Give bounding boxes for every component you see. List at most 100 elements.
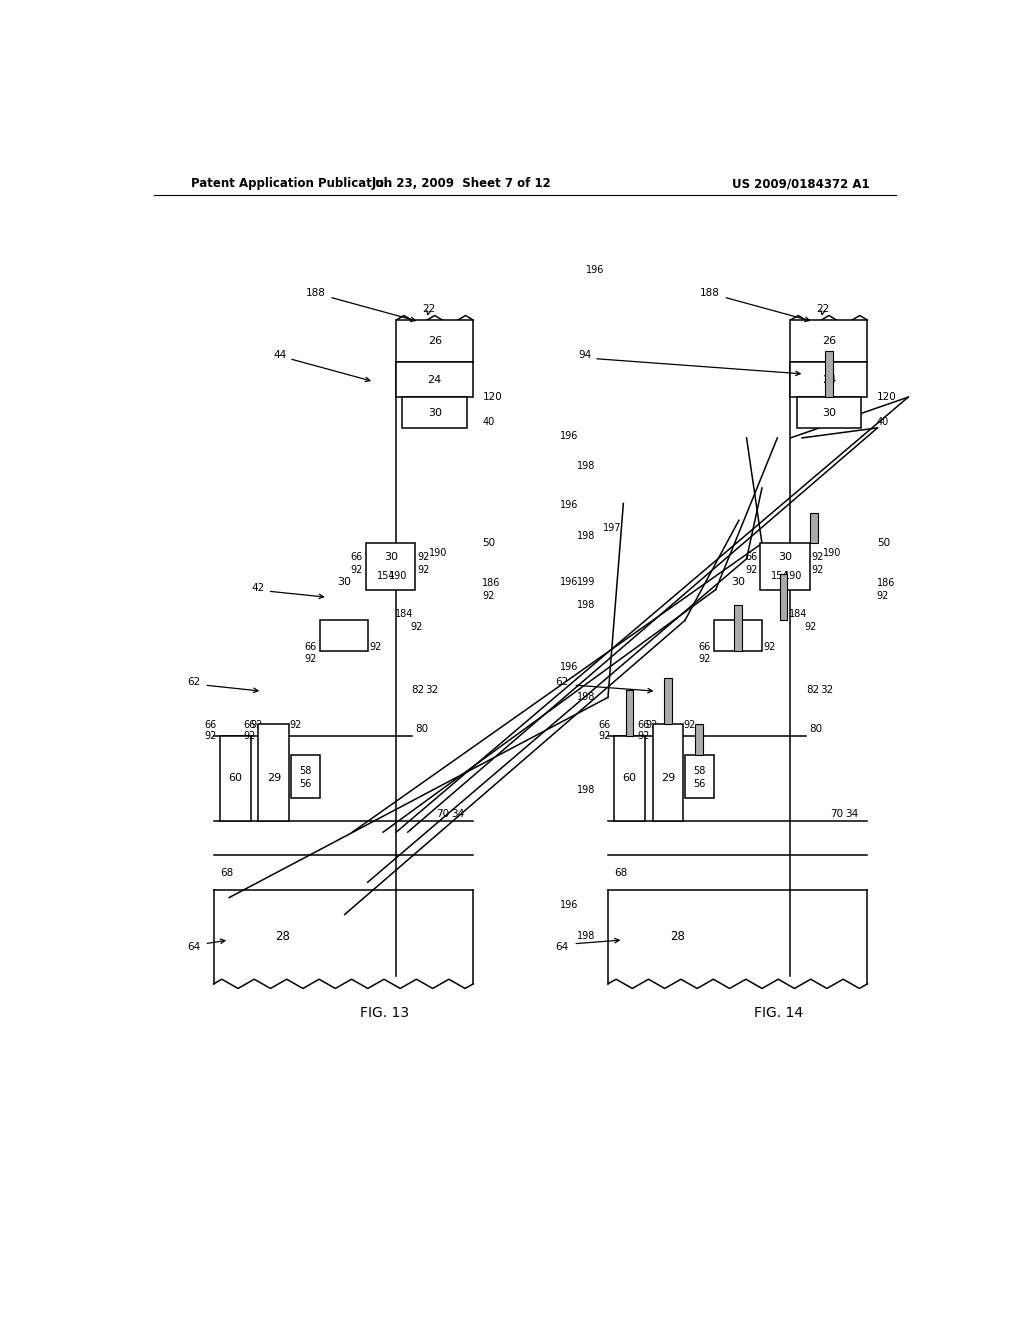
Text: 66: 66: [637, 721, 649, 730]
Bar: [714, 620, 762, 651]
Bar: [810, 512, 818, 544]
Text: 92: 92: [251, 721, 263, 730]
Text: 29: 29: [266, 774, 281, 783]
Text: 92: 92: [745, 565, 758, 574]
Bar: [396, 363, 473, 397]
Text: 42: 42: [251, 583, 264, 593]
Text: 30: 30: [778, 552, 792, 562]
Text: 68: 68: [614, 867, 628, 878]
Text: 66: 66: [745, 552, 758, 562]
Text: 94: 94: [579, 350, 592, 360]
Text: 30: 30: [822, 408, 836, 417]
Text: 32: 32: [425, 685, 438, 696]
Text: 186: 186: [482, 578, 501, 589]
Bar: [258, 725, 289, 821]
Text: 30: 30: [731, 577, 745, 587]
Text: 199: 199: [578, 577, 596, 587]
Text: 190: 190: [823, 548, 841, 557]
Text: 92: 92: [289, 721, 301, 730]
Text: 22: 22: [422, 305, 435, 314]
Text: 34: 34: [452, 809, 465, 818]
Text: 190: 190: [783, 570, 802, 581]
Bar: [402, 397, 467, 428]
Text: 34: 34: [846, 809, 859, 818]
Text: 154: 154: [771, 570, 790, 581]
Text: 30: 30: [337, 577, 351, 587]
Text: 22: 22: [816, 305, 829, 314]
Text: 80: 80: [416, 723, 429, 734]
Text: 92: 92: [417, 552, 429, 562]
Text: 188: 188: [305, 288, 326, 298]
Text: 196: 196: [586, 265, 604, 275]
Text: 58: 58: [693, 766, 706, 776]
Text: 196: 196: [560, 500, 579, 510]
Text: 92: 92: [804, 622, 817, 631]
Text: 62: 62: [187, 677, 201, 686]
Text: 92: 92: [351, 565, 364, 574]
Text: 188: 188: [699, 288, 720, 298]
Text: 92: 92: [698, 653, 711, 664]
Text: 198: 198: [578, 531, 596, 541]
Bar: [825, 351, 833, 397]
Bar: [791, 363, 867, 397]
Text: 26: 26: [822, 337, 836, 346]
Bar: [797, 397, 861, 428]
Text: 184: 184: [394, 610, 413, 619]
Text: 70: 70: [436, 809, 449, 818]
Text: 66: 66: [351, 552, 364, 562]
Text: 60: 60: [623, 774, 637, 783]
Text: 196: 196: [560, 430, 579, 441]
Text: 24: 24: [822, 375, 836, 384]
Text: 92: 92: [645, 721, 657, 730]
Text: 66: 66: [599, 721, 611, 730]
Bar: [685, 755, 714, 797]
Text: 82: 82: [412, 685, 425, 696]
Text: 92: 92: [599, 731, 611, 741]
Text: 198: 198: [578, 931, 596, 941]
Text: 50: 50: [877, 539, 890, 548]
Text: US 2009/0184372 A1: US 2009/0184372 A1: [731, 177, 869, 190]
Text: 120: 120: [482, 392, 502, 403]
Text: 32: 32: [819, 685, 833, 696]
Bar: [791, 321, 867, 363]
Text: 92: 92: [304, 653, 316, 664]
Text: Jul. 23, 2009  Sheet 7 of 12: Jul. 23, 2009 Sheet 7 of 12: [372, 177, 552, 190]
Text: 92: 92: [877, 591, 889, 601]
Text: 190: 190: [429, 548, 446, 557]
Text: 66: 66: [304, 643, 316, 652]
Bar: [626, 689, 634, 737]
Text: 92: 92: [637, 731, 649, 741]
Text: 190: 190: [389, 570, 408, 581]
Text: 28: 28: [275, 931, 291, 944]
Text: 66: 66: [243, 721, 255, 730]
Text: 196: 196: [560, 577, 579, 587]
Text: 58: 58: [299, 766, 311, 776]
Text: 66: 66: [205, 721, 217, 730]
Text: 56: 56: [693, 779, 706, 789]
Text: 64: 64: [555, 942, 568, 952]
Text: 197: 197: [602, 523, 622, 533]
Text: 62: 62: [555, 677, 568, 686]
Text: 186: 186: [877, 578, 895, 589]
Text: 28: 28: [670, 931, 685, 944]
Text: 29: 29: [660, 774, 675, 783]
Bar: [396, 321, 473, 363]
Text: 154: 154: [377, 570, 395, 581]
Text: 30: 30: [384, 552, 397, 562]
Text: Patent Application Publication: Patent Application Publication: [190, 177, 392, 190]
Text: 92: 92: [683, 721, 695, 730]
Text: 30: 30: [428, 408, 441, 417]
Text: 92: 92: [370, 643, 382, 652]
Text: 50: 50: [482, 539, 496, 548]
Text: 56: 56: [299, 779, 311, 789]
Bar: [761, 544, 810, 590]
Text: 92: 92: [811, 552, 823, 562]
Text: 196: 196: [560, 900, 579, 911]
Text: 92: 92: [243, 731, 255, 741]
Text: 40: 40: [877, 417, 889, 426]
Text: 80: 80: [810, 723, 823, 734]
Text: 26: 26: [428, 337, 441, 346]
Text: 196: 196: [560, 661, 579, 672]
Text: 24: 24: [428, 375, 441, 384]
Text: 198: 198: [578, 785, 596, 795]
